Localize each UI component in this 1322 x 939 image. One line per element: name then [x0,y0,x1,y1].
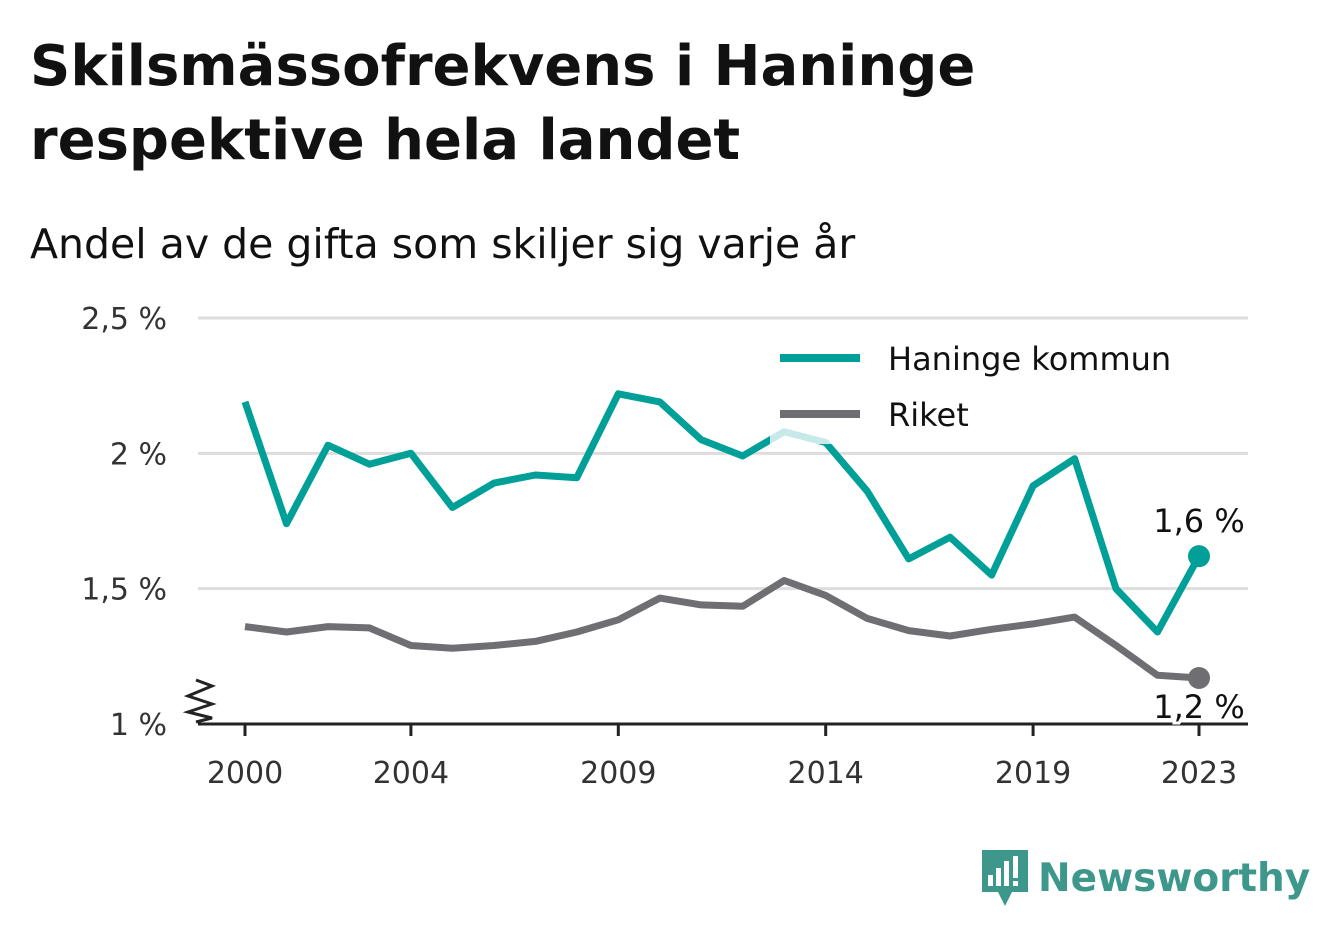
y-tick-label: 1,5 % [81,573,167,608]
legend-label: Haninge kommun [888,340,1171,378]
legend-label: Riket [888,396,969,434]
legend: Haninge kommun Riket [770,332,1216,444]
x-axis-ticks: 2000 2004 2009 2014 2019 2023 [207,724,1237,791]
axis-break-marker [182,678,217,724]
y-tick-label: 2 % [110,437,167,472]
series-line-haninge [241,390,1203,636]
y-tick-label: 1 % [110,708,167,743]
series-lines [241,390,1210,689]
y-tick-label: 2,5 % [81,302,167,337]
newsworthy-logo-icon [982,850,1028,906]
gridlines [198,316,1248,591]
x-tick-label: 2004 [373,756,449,791]
legend-background [770,332,1216,444]
brand-name: Newsworthy [1038,855,1311,901]
x-tick-label: 2019 [995,756,1071,791]
end-value-label: 1,6 % [1153,502,1244,540]
series-line-riket [244,577,1200,682]
series-endpoint-haninge [1188,545,1210,568]
chart-title: Skilsmässofrekvens i Haninge respektive … [30,34,976,173]
chart-subtitle: Andel av de gifta som skiljer sig varje … [30,220,856,268]
x-tick-label: 2009 [580,756,656,791]
x-tick-label: 2000 [207,756,283,791]
end-value-label: 1,2 % [1153,688,1244,726]
x-tick-label: 2023 [1161,756,1237,791]
x-axis [182,678,1248,726]
y-axis-ticks: 2,5 % 2 % 1,5 % 1 % [81,302,167,743]
newsworthy-logo: Newsworthy [980,848,1310,908]
end-labels: 1,6 % 1,2 % [1150,499,1247,729]
x-tick-label: 2014 [788,756,864,791]
series-endpoint-riket [1188,666,1210,689]
